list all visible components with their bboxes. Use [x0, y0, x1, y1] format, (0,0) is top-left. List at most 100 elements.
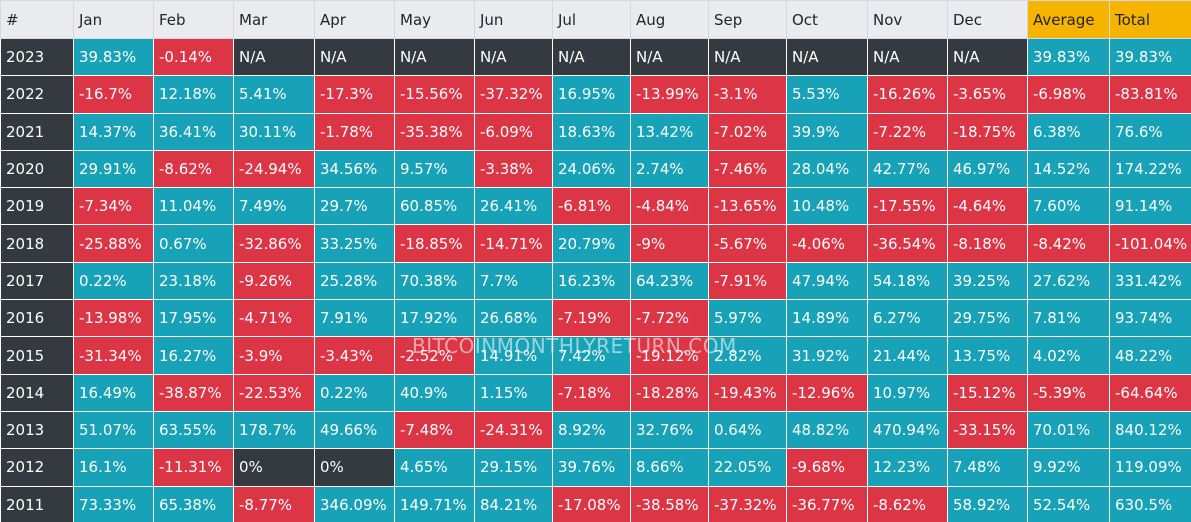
return-cell: 46.97%: [947, 149, 1028, 189]
return-cell: -37.32%: [474, 75, 553, 114]
return-cell: -18.85%: [394, 224, 475, 263]
return-cell: N/A: [947, 37, 1028, 77]
return-cell: 149.71%: [394, 485, 475, 522]
return-cell: -3.9%: [233, 336, 315, 375]
return-cell: -19.43%: [708, 373, 787, 412]
header-may[interactable]: May: [394, 0, 475, 39]
table-row: 2012 16.1% -11.31% 0% 0% 4.65% 29.15% 39.76% 8.6…: [0, 448, 1191, 487]
return-cell: 5.53%: [786, 75, 868, 114]
return-cell: 331.42%: [1109, 261, 1191, 301]
return-cell: -3.65%: [947, 75, 1028, 114]
table-row: 2021 14.37% 36.41% 30.11% -1.78% -35.38% -6.09…: [0, 112, 1191, 151]
return-cell: 17.92%: [394, 299, 475, 338]
return-cell: -7.19%: [552, 299, 631, 338]
return-cell: 51.07%: [73, 410, 154, 450]
return-cell: 29.91%: [73, 149, 154, 189]
return-cell: 840.12%: [1109, 410, 1191, 450]
year-cell: 2018: [0, 224, 74, 263]
return-cell: -6.09%: [474, 112, 553, 151]
header-mar[interactable]: Mar: [233, 0, 315, 39]
header-nov[interactable]: Nov: [867, 0, 948, 39]
return-cell: N/A: [867, 37, 948, 77]
return-cell: -38.58%: [630, 485, 709, 522]
return-cell: -38.87%: [153, 373, 234, 412]
table-row: 2011 73.33% 65.38% -8.77% 346.09% 149.71% 84.2…: [0, 485, 1191, 522]
return-cell: -3.43%: [314, 336, 395, 375]
return-cell: -11.31%: [153, 448, 234, 487]
return-cell: 24.06%: [552, 149, 631, 189]
return-cell: -32.86%: [233, 224, 315, 263]
return-cell: -8.42%: [1027, 224, 1110, 263]
return-cell: 47.94%: [786, 261, 868, 301]
return-cell: -25.88%: [73, 224, 154, 263]
return-cell: -7.02%: [708, 112, 787, 151]
return-cell: 2.74%: [630, 149, 709, 189]
return-cell: 0.22%: [314, 373, 395, 412]
header-apr[interactable]: Apr: [314, 0, 395, 39]
return-cell: -4.64%: [947, 187, 1028, 226]
return-cell: 65.38%: [153, 485, 234, 522]
return-cell: 40.9%: [394, 373, 475, 412]
return-cell: 23.18%: [153, 261, 234, 301]
return-cell: 76.6%: [1109, 112, 1191, 151]
return-cell: -0.14%: [153, 37, 234, 77]
header-oct[interactable]: Oct: [786, 0, 868, 39]
return-cell: 14.37%: [73, 112, 154, 151]
return-cell: 12.23%: [867, 448, 948, 487]
return-cell: 1.15%: [474, 373, 553, 412]
return-cell: 39.9%: [786, 112, 868, 151]
return-cell: -7.48%: [394, 410, 475, 450]
header-total[interactable]: Total: [1109, 0, 1191, 39]
return-cell: 60.85%: [394, 187, 475, 226]
return-cell: 20.79%: [552, 224, 631, 263]
return-cell: 84.21%: [474, 485, 553, 522]
year-cell: 2011: [0, 485, 74, 522]
table-row: 2017 0.22% 23.18% -9.26% 25.28% 70.38% 7.7% 16.…: [0, 261, 1191, 301]
table-row: 2022 -16.7% 12.18% 5.41% -17.3% -15.56% -37.32…: [0, 75, 1191, 114]
return-cell: 32.76%: [630, 410, 709, 450]
return-cell: 29.15%: [474, 448, 553, 487]
return-cell: 21.44%: [867, 336, 948, 375]
return-cell: 39.83%: [1109, 37, 1191, 77]
header-feb[interactable]: Feb: [153, 0, 234, 39]
table-row: 2015 -31.34% 16.27% -3.9% -3.43% -2.52% 14.91%…: [0, 336, 1191, 375]
return-cell: 16.27%: [153, 336, 234, 375]
return-cell: 48.82%: [786, 410, 868, 450]
return-cell: 33.25%: [314, 224, 395, 263]
return-cell: -7.18%: [552, 373, 631, 412]
return-cell: 26.68%: [474, 299, 553, 338]
return-cell: 29.7%: [314, 187, 395, 226]
return-cell: 22.05%: [708, 448, 787, 487]
header-jan[interactable]: Jan: [73, 0, 154, 39]
return-cell: 17.95%: [153, 299, 234, 338]
return-cell: 14.91%: [474, 336, 553, 375]
return-cell: 70.38%: [394, 261, 475, 301]
return-cell: 7.49%: [233, 187, 315, 226]
table-row: 2016 -13.98% 17.95% -4.71% 7.91% 17.92% 26.68%…: [0, 299, 1191, 338]
table-header: # Jan Feb Mar Apr May Jun Jul Aug Sep Oc…: [0, 0, 1191, 39]
header-dec[interactable]: Dec: [947, 0, 1028, 39]
return-cell: -3.38%: [474, 149, 553, 189]
header-jul[interactable]: Jul: [552, 0, 631, 39]
year-cell: 2014: [0, 373, 74, 412]
return-cell: 14.52%: [1027, 149, 1110, 189]
table-body: 2023 39.83% -0.14% N/A N/A N/A N/A N/A N/A N/A N/A…: [0, 37, 1191, 522]
return-cell: -36.54%: [867, 224, 948, 263]
return-cell: 49.66%: [314, 410, 395, 450]
header-aug[interactable]: Aug: [630, 0, 709, 39]
header-average[interactable]: Average: [1027, 0, 1110, 39]
return-cell: 63.55%: [153, 410, 234, 450]
return-cell: N/A: [233, 37, 315, 77]
return-cell: -15.56%: [394, 75, 475, 114]
return-cell: -17.55%: [867, 187, 948, 226]
year-cell: 2012: [0, 448, 74, 487]
header-sep[interactable]: Sep: [708, 0, 787, 39]
return-cell: -4.71%: [233, 299, 315, 338]
year-cell: 2013: [0, 410, 74, 450]
return-cell: 48.22%: [1109, 336, 1191, 375]
header-jun[interactable]: Jun: [474, 0, 553, 39]
return-cell: -18.28%: [630, 373, 709, 412]
header-year[interactable]: #: [0, 0, 74, 39]
table-row: 2023 39.83% -0.14% N/A N/A N/A N/A N/A N/A N/A N/A…: [0, 37, 1191, 77]
